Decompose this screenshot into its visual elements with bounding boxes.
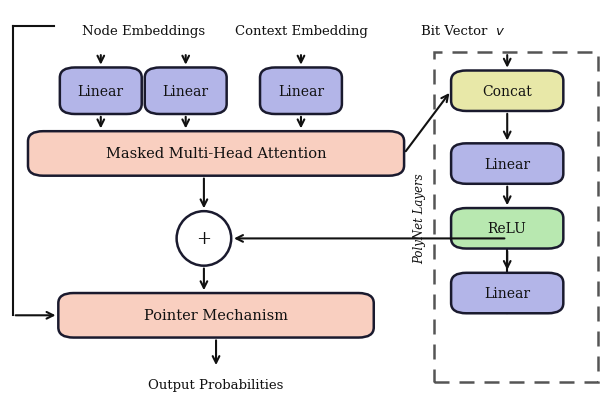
FancyBboxPatch shape: [451, 71, 564, 112]
Ellipse shape: [176, 212, 231, 266]
FancyBboxPatch shape: [28, 132, 404, 176]
FancyBboxPatch shape: [451, 273, 564, 313]
FancyBboxPatch shape: [145, 68, 227, 115]
Text: Output Probabilities: Output Probabilities: [148, 377, 284, 390]
Text: Concat: Concat: [482, 85, 532, 98]
FancyBboxPatch shape: [260, 68, 342, 115]
Text: Linear: Linear: [484, 286, 530, 300]
Text: Linear: Linear: [163, 85, 209, 98]
Text: Bit Vector: Bit Vector: [421, 24, 492, 37]
FancyBboxPatch shape: [451, 144, 564, 184]
Text: PolyNet Layers: PolyNet Layers: [413, 173, 426, 264]
Text: $v$: $v$: [495, 24, 505, 37]
Text: Linear: Linear: [278, 85, 324, 98]
Text: Masked Multi-Head Attention: Masked Multi-Head Attention: [106, 147, 326, 161]
Text: Node Embeddings: Node Embeddings: [81, 24, 205, 37]
Text: Linear: Linear: [78, 85, 124, 98]
FancyBboxPatch shape: [58, 293, 374, 338]
FancyBboxPatch shape: [451, 209, 564, 249]
Text: Pointer Mechanism: Pointer Mechanism: [144, 309, 288, 322]
FancyBboxPatch shape: [60, 68, 142, 115]
Text: Linear: Linear: [484, 157, 530, 171]
Text: ReLU: ReLU: [488, 222, 527, 236]
Text: +: +: [196, 230, 212, 248]
Text: Context Embedding: Context Embedding: [235, 24, 367, 37]
